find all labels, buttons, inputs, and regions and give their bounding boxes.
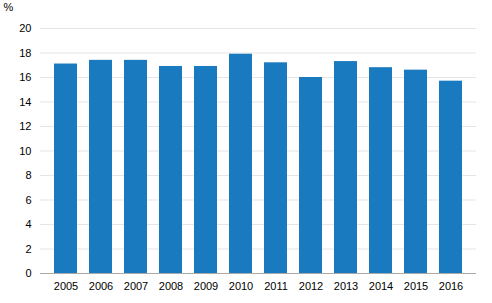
svg-text:10: 10 bbox=[19, 145, 31, 157]
svg-text:6: 6 bbox=[25, 194, 31, 206]
svg-text:2012: 2012 bbox=[299, 280, 323, 292]
svg-text:0: 0 bbox=[25, 267, 31, 279]
svg-text:2007: 2007 bbox=[124, 280, 148, 292]
svg-text:2008: 2008 bbox=[159, 280, 183, 292]
svg-text:12: 12 bbox=[19, 120, 31, 132]
svg-text:2010: 2010 bbox=[229, 280, 253, 292]
svg-text:2015: 2015 bbox=[404, 280, 428, 292]
svg-text:2009: 2009 bbox=[194, 280, 218, 292]
svg-text:%: % bbox=[4, 1, 14, 13]
svg-text:2011: 2011 bbox=[264, 280, 288, 292]
svg-text:2: 2 bbox=[25, 243, 31, 255]
svg-text:14: 14 bbox=[19, 96, 31, 108]
svg-text:2014: 2014 bbox=[369, 280, 393, 292]
svg-text:2006: 2006 bbox=[89, 280, 113, 292]
svg-text:18: 18 bbox=[19, 47, 31, 59]
svg-text:20: 20 bbox=[19, 22, 31, 34]
svg-text:2005: 2005 bbox=[54, 280, 78, 292]
svg-text:16: 16 bbox=[19, 71, 31, 83]
svg-text:2016: 2016 bbox=[439, 280, 463, 292]
svg-text:8: 8 bbox=[25, 169, 31, 181]
svg-text:4: 4 bbox=[25, 218, 31, 230]
svg-text:2013: 2013 bbox=[334, 280, 358, 292]
